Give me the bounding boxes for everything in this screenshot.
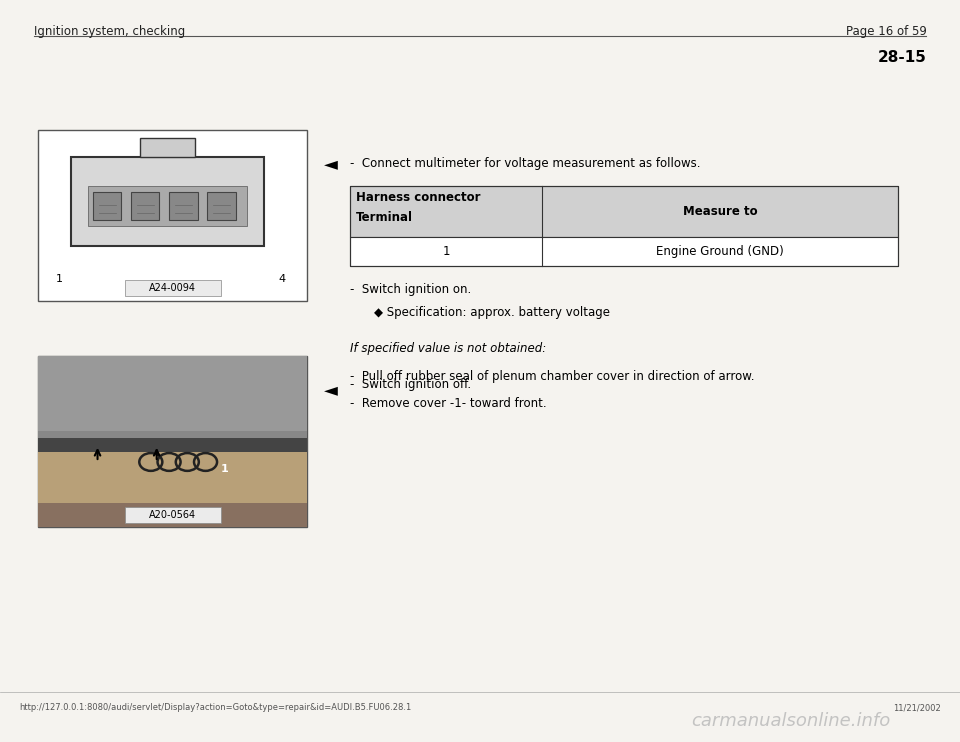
Text: If specified value is not obtained:: If specified value is not obtained: <box>350 342 546 355</box>
Text: Ignition system, checking: Ignition system, checking <box>34 25 185 39</box>
Text: -  Remove cover -1- toward front.: - Remove cover -1- toward front. <box>350 397 547 410</box>
Bar <box>350 186 898 266</box>
Bar <box>71 157 264 246</box>
Bar <box>207 192 235 220</box>
Text: -  Connect multimeter for voltage measurement as follows.: - Connect multimeter for voltage measure… <box>350 157 701 171</box>
Text: A20-0564: A20-0564 <box>149 510 197 520</box>
Text: carmanualsonline.info: carmanualsonline.info <box>691 712 891 730</box>
Text: 1: 1 <box>221 464 228 474</box>
Text: ◄: ◄ <box>324 155 338 173</box>
Text: Measure to: Measure to <box>683 205 757 218</box>
Bar <box>169 192 198 220</box>
Bar <box>38 431 307 438</box>
Bar <box>125 280 221 296</box>
Bar <box>125 507 221 523</box>
Text: 1: 1 <box>443 245 450 258</box>
Text: ◆ Specification: approx. battery voltage: ◆ Specification: approx. battery voltage <box>374 306 611 320</box>
Bar <box>38 445 307 503</box>
Bar <box>350 237 898 266</box>
Text: http://127.0.0.1:8080/audi/servlet/Display?action=Goto&type=repair&id=AUDI.B5.FU: http://127.0.0.1:8080/audi/servlet/Displ… <box>19 703 412 712</box>
Text: A24-0094: A24-0094 <box>150 283 196 293</box>
Text: 28-15: 28-15 <box>877 50 926 65</box>
Text: -  Switch ignition on.: - Switch ignition on. <box>350 283 471 296</box>
Bar <box>38 438 307 452</box>
Bar <box>38 503 307 527</box>
Text: 4: 4 <box>278 275 285 284</box>
Text: 11/21/2002: 11/21/2002 <box>893 703 941 712</box>
Bar <box>350 186 898 237</box>
Text: Page 16 of 59: Page 16 of 59 <box>846 25 926 39</box>
Text: Engine Ground (GND): Engine Ground (GND) <box>656 245 784 258</box>
Bar <box>88 186 247 226</box>
Bar <box>93 192 121 220</box>
Bar <box>140 137 195 157</box>
Text: 1: 1 <box>56 275 62 284</box>
Text: Harness connector: Harness connector <box>356 191 481 204</box>
Text: ◄: ◄ <box>324 381 338 399</box>
Bar <box>38 356 307 445</box>
Bar <box>38 356 307 527</box>
Text: -  Pull off rubber seal of plenum chamber cover in direction of arrow.: - Pull off rubber seal of plenum chamber… <box>350 370 755 384</box>
Bar <box>38 130 307 301</box>
Bar <box>131 192 159 220</box>
Text: -  Switch ignition off.: - Switch ignition off. <box>350 378 471 391</box>
Text: Terminal: Terminal <box>356 211 413 225</box>
